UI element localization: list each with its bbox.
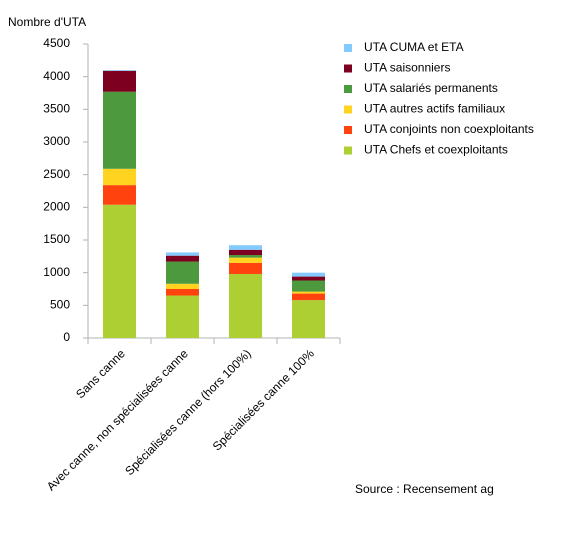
y-tick-label: 1000 bbox=[43, 265, 70, 279]
legend-label: UTA Chefs et coexploitants bbox=[364, 143, 508, 157]
bar-segment bbox=[229, 249, 262, 256]
y-tick-label: 2000 bbox=[43, 200, 70, 214]
legend-label: UTA salariés permanents bbox=[364, 81, 498, 95]
bar-segment bbox=[229, 255, 262, 258]
bar-segment bbox=[103, 168, 136, 186]
bar-segment bbox=[166, 283, 199, 289]
source: Source : Recensement ag bbox=[355, 482, 494, 496]
legend-swatch bbox=[344, 44, 352, 52]
y-tick-label: 3000 bbox=[43, 134, 70, 148]
bar-segment bbox=[229, 273, 262, 338]
legend-swatch bbox=[344, 85, 352, 93]
bar-segment bbox=[166, 255, 199, 262]
bar-segment bbox=[292, 291, 325, 294]
bar-segment bbox=[166, 261, 199, 284]
legend-swatch bbox=[344, 105, 352, 114]
y-tick-label: 2500 bbox=[43, 167, 70, 181]
bar-segment bbox=[103, 204, 136, 338]
y-tick-label: 4000 bbox=[43, 69, 70, 83]
y-tick-label: 4500 bbox=[43, 36, 70, 50]
bar-segment bbox=[292, 293, 325, 301]
x-tick-label: Sans canne bbox=[73, 346, 128, 401]
bar-segment bbox=[229, 257, 262, 263]
legend-label: UTA conjoints non coexploitants bbox=[364, 122, 534, 136]
bar-segment bbox=[103, 185, 136, 205]
y-tick-label: 3500 bbox=[43, 102, 70, 116]
x-tick-label: Avec canne, non spécialisées canne bbox=[44, 346, 191, 493]
bar-segment bbox=[292, 300, 325, 338]
bar-segment bbox=[166, 289, 199, 296]
x-tick-label: Spécialisées canne 100% bbox=[210, 346, 317, 453]
legend-label: UTA saisonniers bbox=[364, 61, 450, 75]
y-tick-label: 0 bbox=[63, 330, 70, 344]
bar-segment bbox=[103, 70, 136, 71]
bar-segment bbox=[103, 91, 136, 169]
bar-segment bbox=[166, 295, 199, 338]
bar-segment bbox=[292, 272, 325, 277]
y-axis-label: Nombre d'UTA bbox=[8, 15, 86, 29]
legend-label: UTA autres actifs familiaux bbox=[364, 102, 505, 116]
bar-segment bbox=[166, 252, 199, 256]
legend-swatch bbox=[344, 146, 352, 155]
bar-segment bbox=[103, 70, 136, 92]
legend-swatch bbox=[344, 64, 352, 73]
bar-segment bbox=[229, 245, 262, 250]
legend-label: UTA CUMA et ETA bbox=[364, 40, 464, 54]
bar-segment bbox=[292, 280, 325, 292]
bar-segment bbox=[292, 276, 325, 281]
y-tick-label: 1500 bbox=[43, 232, 70, 246]
x-tick-label: Spécialisées canne (hors 100%) bbox=[122, 346, 254, 478]
bar-segment bbox=[229, 262, 262, 274]
legend-swatch bbox=[344, 126, 352, 134]
y-tick-label: 500 bbox=[50, 298, 70, 312]
